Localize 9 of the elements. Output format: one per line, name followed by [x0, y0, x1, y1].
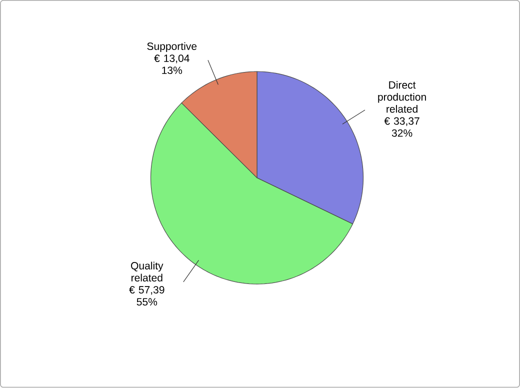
text: 55%	[136, 298, 158, 306]
text: 13%	[162, 66, 182, 74]
text: 32%	[392, 129, 412, 137]
data-label: € 33,37	[384, 117, 420, 126]
data-label: € 57,39	[129, 286, 164, 295]
slice-label: Supportive	[147, 42, 197, 52]
slice-label: Quality related	[131, 262, 164, 282]
slice-label: Direct production related	[378, 81, 426, 113]
data-label: € 13,04	[154, 54, 190, 64]
